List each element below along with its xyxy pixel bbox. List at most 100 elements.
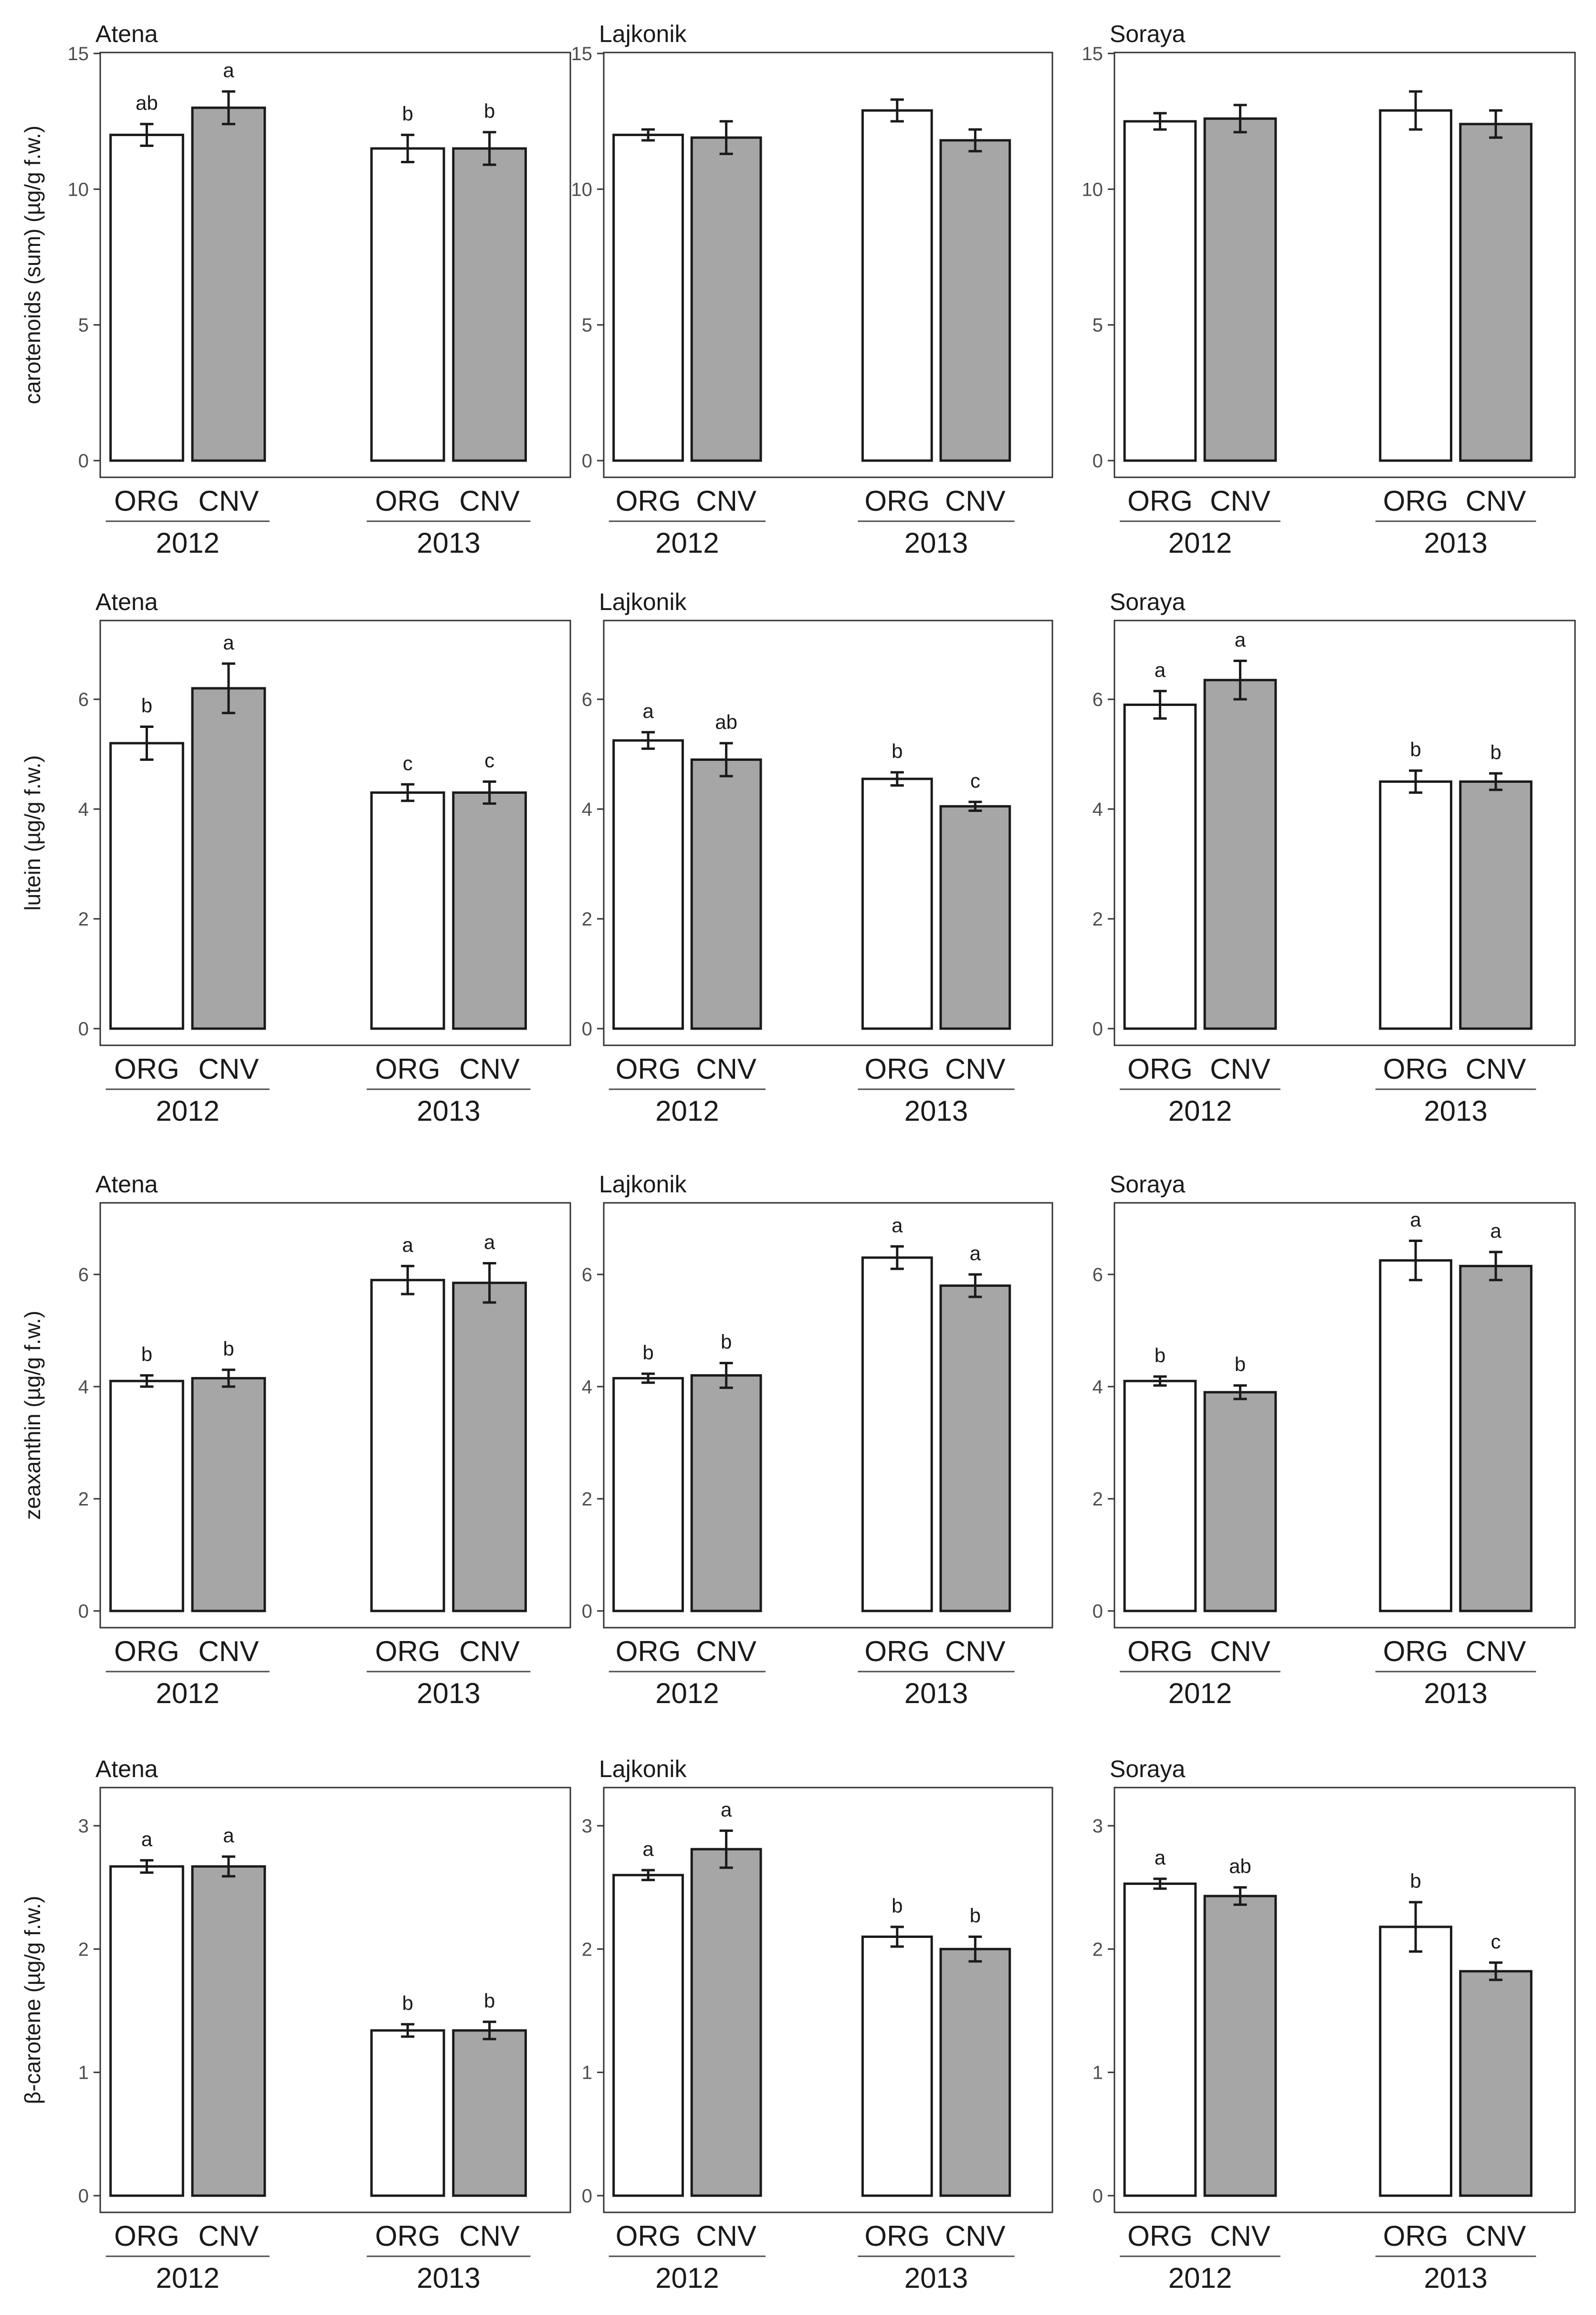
significance-label: a: [484, 1231, 495, 1253]
bar-cnv-2012: [1203, 1391, 1277, 1612]
x-category-label: CNV: [459, 1053, 520, 1085]
panel-title: Atena: [95, 589, 158, 615]
panel-atena-row3: Atena 0 1 2 3 a ORG a CNV b ORG b CNV 2012 2013: [78, 1756, 571, 2294]
bar-org-2013: [1379, 109, 1452, 462]
panel-atena-row2: Atena 0 2 4 6 b ORG b CNV a ORG a CNV 2012 2013: [78, 1171, 571, 1709]
bar-cnv-2012: [191, 106, 266, 462]
y-tick-label: 0: [78, 451, 89, 472]
bar-org-2012: [612, 1873, 684, 2197]
y-tick-label: 10: [1082, 179, 1103, 200]
x-category-label: CNV: [199, 2220, 259, 2252]
significance-label: b: [1155, 1344, 1166, 1367]
panel-title: Lajkonik: [599, 1756, 687, 1782]
significance-label: a: [1155, 1846, 1166, 1869]
significance-label: b: [1410, 1870, 1421, 1892]
significance-label: b: [721, 1331, 732, 1353]
panel-soraya-row0: Soraya 0 5 10 15 ORG CNV ORG CNV 2012 2013: [1082, 21, 1576, 559]
year-label: 2012: [1168, 1677, 1232, 1709]
y-tick-label: 1: [582, 2062, 592, 2084]
x-category-label: ORG: [864, 2220, 930, 2252]
year-label: 2012: [156, 527, 219, 559]
y-tick-label: 0: [1092, 1601, 1103, 1622]
x-category-label: ORG: [616, 1635, 681, 1667]
bar-cnv-2013: [452, 791, 527, 1030]
panel-frame: [99, 620, 571, 1046]
x-category-label: CNV: [945, 485, 1006, 517]
x-category-label: ORG: [114, 2220, 179, 2252]
x-category-label: CNV: [459, 485, 520, 517]
bar-cnv-2012: [1203, 117, 1277, 462]
bar-org-2012: [612, 739, 684, 1030]
year-label: 2012: [655, 1677, 719, 1709]
y-axis-title: zeaxanthin (µg/g f.w.): [20, 1311, 45, 1520]
bar-cnv-2013: [452, 147, 527, 462]
significance-label: a: [1155, 659, 1166, 681]
panel-frame: [99, 1202, 571, 1629]
bar-org-2012: [109, 742, 184, 1030]
y-tick-label: 15: [571, 43, 593, 64]
significance-label: b: [141, 694, 152, 717]
significance-label: b: [223, 1337, 234, 1360]
y-tick-label: 10: [571, 179, 593, 200]
bar-cnv-2013: [939, 1947, 1011, 2197]
year-label: 2013: [904, 1677, 968, 1709]
bar-cnv-2013: [1459, 1970, 1533, 2197]
bar-cnv-2013: [452, 1282, 527, 1612]
x-category-label: ORG: [375, 2220, 441, 2252]
x-category-label: CNV: [199, 1053, 259, 1085]
year-label: 2013: [417, 2262, 480, 2294]
significance-label: a: [970, 1242, 981, 1264]
x-category-label: CNV: [1210, 485, 1270, 517]
significance-label: a: [223, 1824, 234, 1847]
x-category-label: ORG: [864, 1053, 930, 1085]
y-tick-label: 0: [1092, 1019, 1103, 1040]
bar-cnv-2013: [939, 139, 1011, 462]
significance-label: b: [484, 1989, 495, 2012]
significance-label: b: [141, 1343, 152, 1366]
bar-org-2013: [861, 778, 933, 1030]
y-axis-title: lutein (µg/g f.w.): [20, 755, 45, 911]
bar-org-2012: [109, 134, 184, 462]
x-category-label: CNV: [945, 1053, 1006, 1085]
significance-label: b: [892, 740, 903, 762]
y-tick-label: 4: [78, 1377, 89, 1398]
y-tick-label: 0: [1092, 2186, 1103, 2207]
y-tick-label: 2: [582, 1939, 592, 1960]
year-label: 2012: [655, 527, 719, 559]
significance-label: a: [1410, 1209, 1421, 1231]
panel-title: Soraya: [1110, 589, 1186, 615]
bar-cnv-2012: [690, 1374, 762, 1612]
bar-org-2012: [612, 134, 684, 462]
significance-label: a: [141, 1828, 153, 1850]
panel-title: Soraya: [1110, 21, 1186, 47]
year-label: 2013: [417, 527, 480, 559]
y-tick-label: 6: [78, 689, 89, 710]
panel-frame: [1113, 52, 1576, 478]
y-tick-label: 4: [582, 1377, 592, 1398]
significance-label: b: [1490, 741, 1501, 763]
x-category-label: ORG: [1383, 1053, 1449, 1085]
y-tick-label: 0: [1092, 451, 1103, 472]
significance-label: a: [721, 1798, 732, 1820]
significance-label: b: [892, 1894, 903, 1917]
bar-org-2012: [109, 1379, 184, 1612]
x-category-label: CNV: [199, 485, 259, 517]
year-label: 2013: [904, 2262, 968, 2294]
year-label: 2013: [1424, 1677, 1487, 1709]
year-label: 2012: [1168, 527, 1232, 559]
x-category-label: CNV: [1466, 1053, 1526, 1085]
x-category-label: CNV: [696, 2220, 756, 2252]
y-tick-label: 3: [78, 1816, 89, 1837]
y-tick-label: 4: [1092, 799, 1103, 820]
significance-label: a: [1235, 629, 1246, 651]
bar-cnv-2012: [191, 1865, 266, 2197]
bar-cnv-2013: [939, 1284, 1011, 1612]
x-category-label: ORG: [616, 485, 681, 517]
y-tick-label: 1: [1092, 2062, 1103, 2084]
x-category-label: ORG: [114, 485, 179, 517]
x-category-label: CNV: [696, 485, 756, 517]
y-tick-label: 2: [1092, 909, 1103, 930]
